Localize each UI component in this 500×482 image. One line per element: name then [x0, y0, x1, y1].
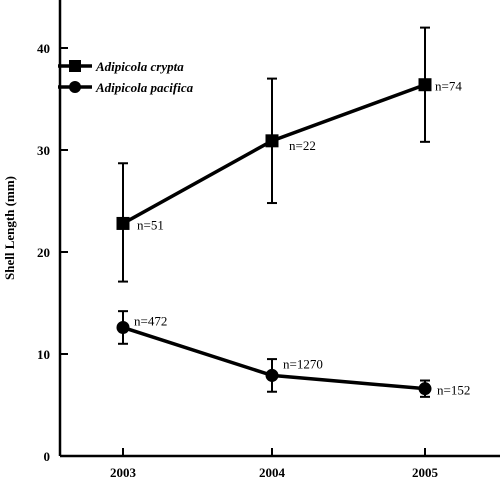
legend-label: Adipicola crypta — [95, 59, 184, 74]
x-tick-label: 2003 — [110, 465, 137, 480]
sample-size-label: n=51 — [137, 217, 164, 232]
data-point-circle — [116, 320, 130, 334]
y-axis-label: Shell Length (mm) — [2, 176, 17, 280]
y-tick-label: 30 — [37, 143, 50, 158]
y-tick-label: 10 — [37, 347, 50, 362]
legend-marker-circle — [69, 81, 81, 93]
series-adipicola-pacifica: n=472 n=1270 n=152 — [116, 310, 470, 398]
sample-size-label: n=1270 — [283, 356, 323, 371]
x-tick-label: 2005 — [412, 465, 439, 480]
y-axis-ticks: 0 10 20 30 40 — [37, 41, 68, 464]
y-tick-label: 40 — [37, 41, 50, 56]
sample-size-label: n=22 — [289, 138, 316, 153]
data-point-square — [418, 78, 432, 92]
chart-axes — [58, 0, 500, 458]
sample-size-label: n=152 — [437, 383, 470, 398]
x-tick-label: 2004 — [259, 465, 286, 480]
legend-label: Adipicola pacifica — [95, 80, 194, 95]
chart-legend: Adipicola crypta Adipicola pacifica — [58, 59, 194, 95]
y-tick-label: 20 — [37, 245, 50, 260]
data-point-circle — [418, 382, 432, 396]
data-point-square — [116, 216, 130, 230]
data-point-square — [265, 134, 279, 148]
series-layer: n=51 n=22 n=74 n=472 n=1270 n=152 — [116, 26, 470, 398]
sample-size-label: n=74 — [435, 79, 462, 94]
y-tick-label: 0 — [44, 449, 51, 464]
series-adipicola-crypta: n=51 n=22 n=74 — [116, 26, 462, 283]
data-point-circle — [265, 368, 279, 382]
legend-marker-square — [69, 60, 81, 72]
x-axis-ticks: 2003 2004 2005 — [110, 448, 439, 480]
sample-size-label: n=472 — [134, 313, 167, 328]
